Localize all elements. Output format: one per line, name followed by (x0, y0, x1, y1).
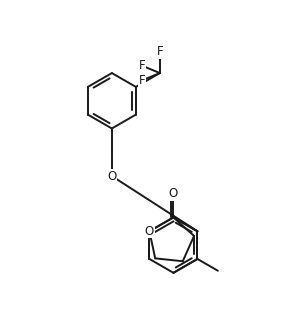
Text: O: O (145, 225, 154, 238)
Text: O: O (107, 170, 117, 183)
Text: F: F (156, 45, 163, 58)
Text: F: F (139, 59, 145, 72)
Text: F: F (139, 74, 145, 87)
Text: O: O (169, 187, 178, 200)
